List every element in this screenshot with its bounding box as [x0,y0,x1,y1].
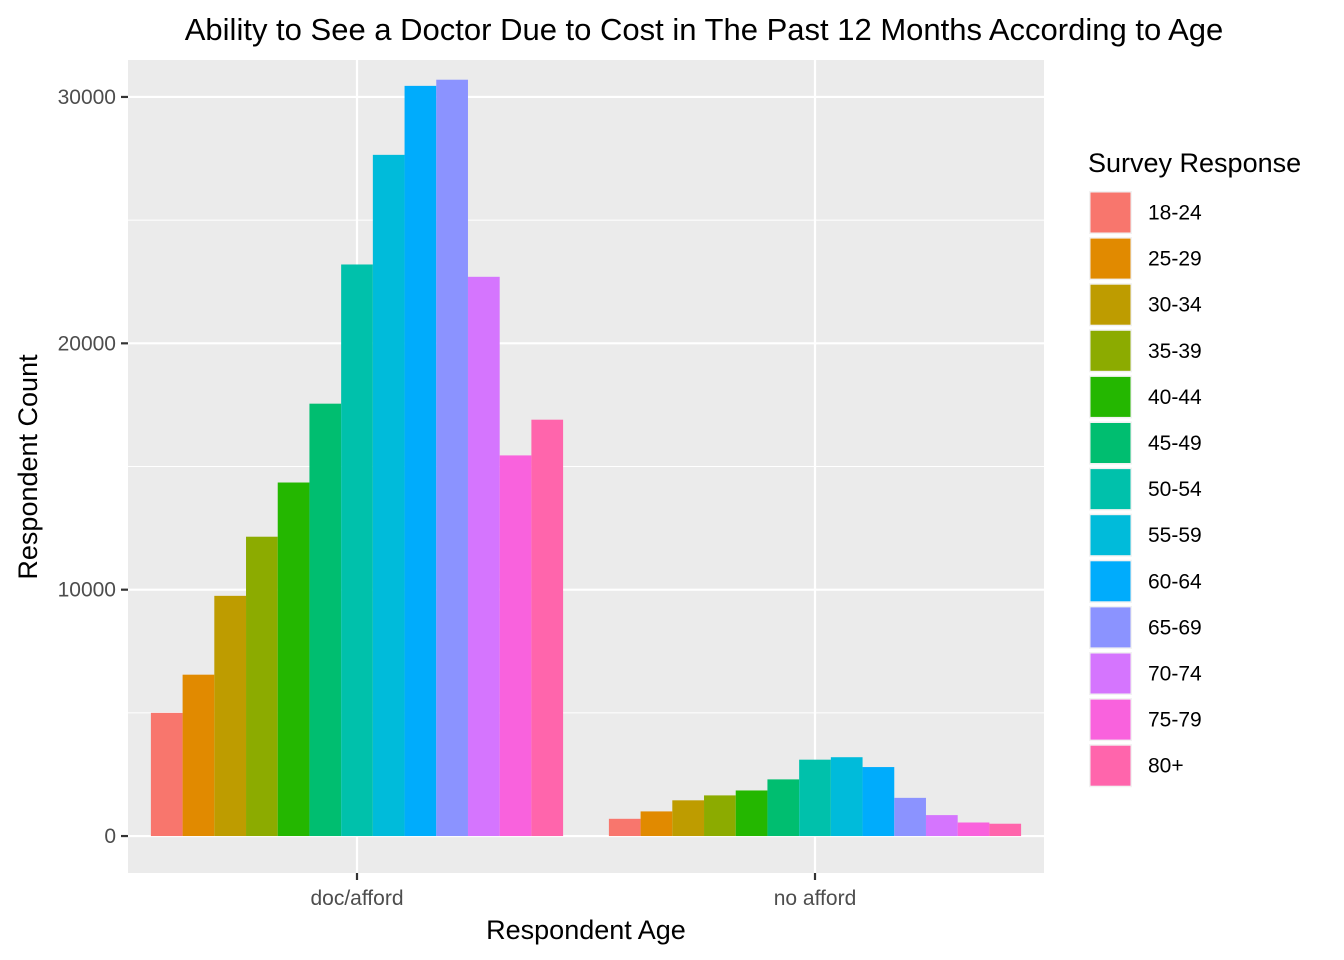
legend-key [1090,192,1131,233]
y-tick-label: 20000 [58,332,116,355]
x-tick-label: doc/afford [310,887,403,910]
legend-label: 35-39 [1148,340,1202,363]
legend-key [1090,699,1131,740]
bar [799,759,831,837]
legend-label: 45-49 [1148,432,1202,455]
legend-key [1090,653,1131,694]
bar [925,815,958,837]
y-tick-label: 30000 [58,86,116,109]
y-tick-label: 10000 [58,579,116,602]
legend-label: 60-64 [1148,570,1202,593]
legend-label: 30-34 [1148,294,1202,317]
legend-title: Survey Response [1088,148,1301,178]
legend-key [1090,469,1131,510]
bar [436,79,468,837]
legend: 18-24 25-29 30-34 35-39 40-44 45-49 50-54 55-59… [1089,191,1202,788]
bar [246,536,278,837]
bar [531,419,564,837]
bar [767,779,800,837]
bar [309,403,342,837]
bar [957,822,990,837]
legend-label: 55-59 [1148,524,1202,547]
legend-key [1090,423,1131,463]
legend-label: 18-24 [1148,202,1202,225]
legend-label: 65-69 [1148,616,1202,639]
x-axis-title: Respondent Age [486,915,686,945]
bar [404,85,437,837]
legend-key [1090,745,1131,786]
bar [672,800,705,837]
y-axis-title: Respondent Count [13,354,43,580]
bar [372,154,405,837]
bar [640,811,673,837]
legend-label: 75-79 [1148,709,1202,732]
legend-key [1090,561,1131,602]
bar [182,674,215,837]
legend-key [1090,515,1131,556]
bar [704,795,736,837]
bar [989,823,1022,837]
legend-key [1090,238,1131,279]
y-tick-label: 0 [104,825,116,848]
x-tick-label: no afford [774,887,857,910]
bar [830,757,863,837]
legend-key [1090,330,1131,371]
legend-label: 25-29 [1148,248,1202,271]
bar [277,482,310,837]
legend-label: 80+ [1148,755,1184,778]
bar [735,790,768,837]
legend-key [1090,376,1131,417]
bar [894,797,926,837]
bar [499,455,532,837]
bar [862,767,895,837]
bar [150,712,183,837]
bar [341,264,373,837]
legend-label: 40-44 [1148,386,1202,409]
legend-key [1090,284,1131,325]
y-axis-ticks: 0 10000 20000 30000 [58,86,128,848]
bar [467,276,500,837]
bar [608,818,641,837]
x-axis-ticks: doc/afford no afford [310,873,856,910]
legend-label: 70-74 [1148,663,1202,686]
chart-title: Ability to See a Doctor Due to Cost in T… [185,12,1224,47]
legend-label: 50-54 [1148,478,1202,501]
bars-group [150,79,1022,837]
bar [214,595,247,837]
legend-key [1090,607,1131,648]
